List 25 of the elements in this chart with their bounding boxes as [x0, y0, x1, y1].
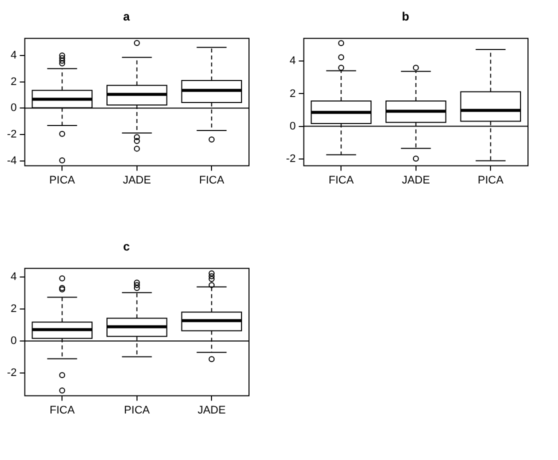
chart-title: b	[402, 10, 410, 24]
x-tick-label: JADE	[198, 404, 226, 416]
x-tick-label: FICA	[199, 174, 225, 186]
y-tick-label: 0	[290, 120, 296, 132]
x-tick-label: PICA	[478, 174, 504, 186]
x-tick-label: JADE	[122, 174, 151, 186]
x-tick-label: JADE	[402, 174, 430, 186]
y-tick-label: 4	[290, 55, 296, 68]
y-tick-label: 0	[10, 102, 17, 114]
y-tick-label: 2	[290, 88, 296, 100]
chart-title: a	[123, 10, 130, 24]
x-tick-label: FICA	[328, 174, 354, 186]
y-tick-label: 2	[10, 302, 17, 315]
x-tick-label: PICA	[124, 404, 150, 416]
y-tick-label: 2	[10, 76, 17, 88]
y-tick-label: 4	[10, 50, 17, 62]
y-tick-label: -4	[7, 154, 17, 167]
y-tick-label: -2	[286, 152, 296, 165]
chart-title: c	[123, 240, 130, 254]
x-tick-label: PICA	[49, 174, 76, 186]
y-tick-label: -2	[7, 367, 17, 380]
x-tick-label: FICA	[50, 404, 76, 416]
y-tick-label: 0	[10, 335, 17, 348]
y-tick-label: -2	[7, 128, 17, 141]
y-tick-label: 4	[10, 270, 17, 283]
